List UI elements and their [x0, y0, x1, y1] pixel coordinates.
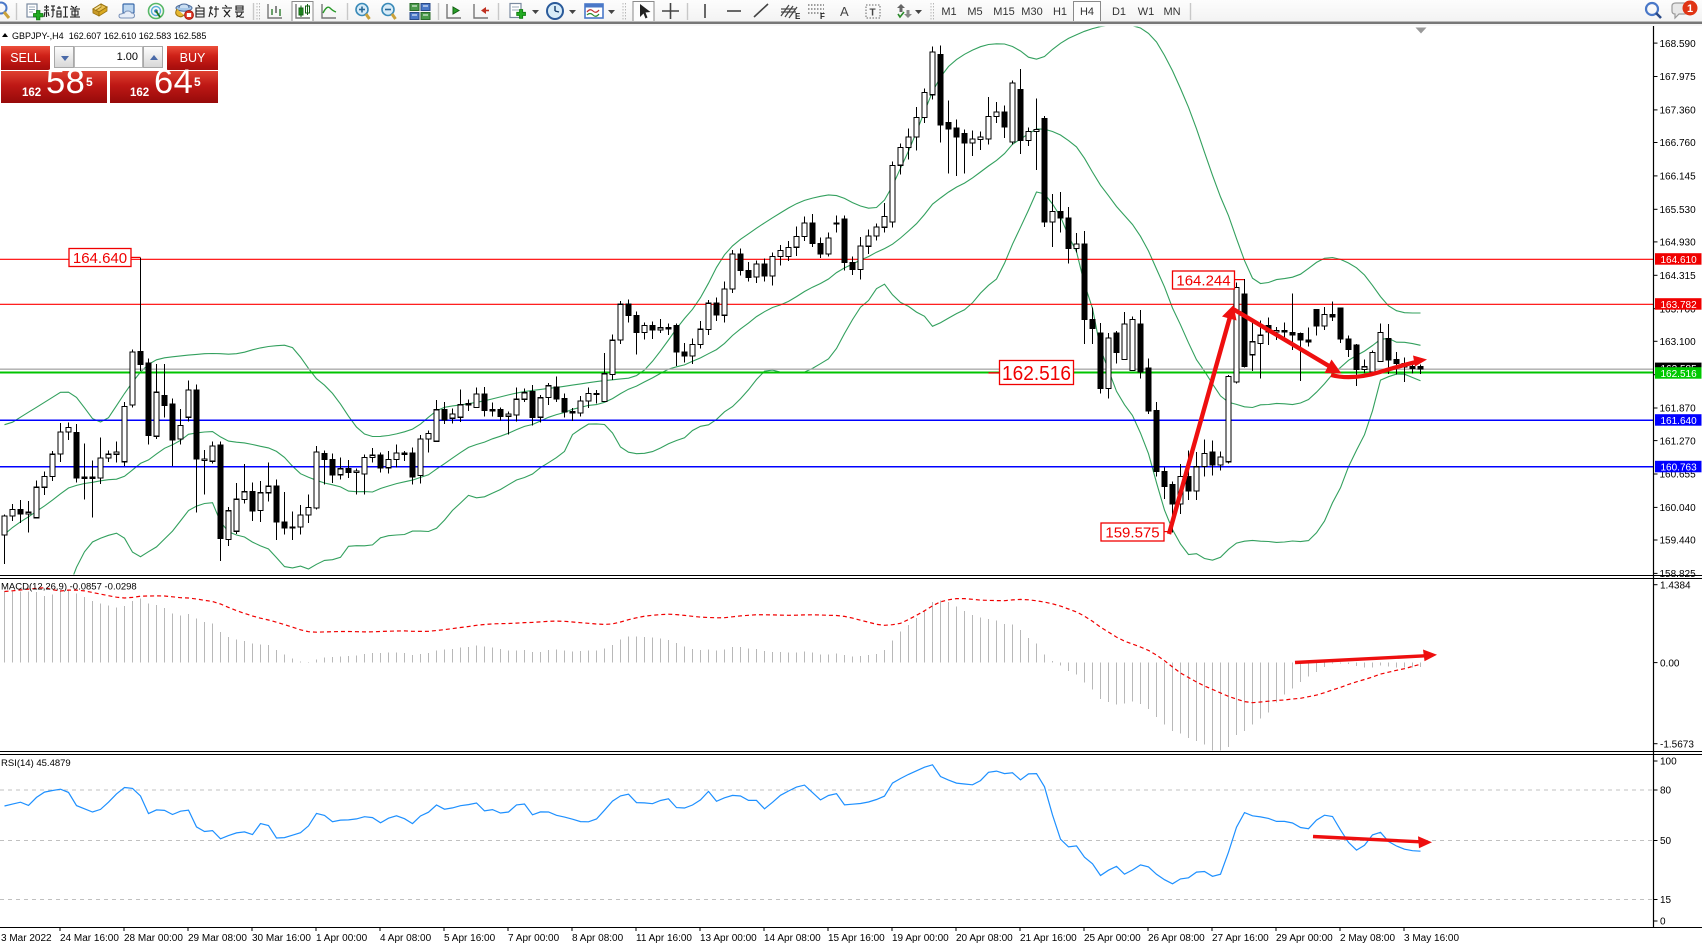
svg-text:80: 80 [1660, 786, 1672, 797]
svg-text:161.270: 161.270 [1660, 436, 1697, 447]
svg-text:27 Apr 16:00: 27 Apr 16:00 [1212, 933, 1269, 944]
svg-text:MN: MN [1163, 6, 1180, 18]
svg-text:164.244: 164.244 [1176, 272, 1230, 289]
svg-text:159.440: 159.440 [1660, 536, 1697, 547]
svg-text:28 Mar 00:00: 28 Mar 00:00 [124, 933, 183, 944]
svg-text:0: 0 [1660, 917, 1666, 928]
svg-text:3 May 16:00: 3 May 16:00 [1404, 933, 1459, 944]
svg-text:7 Apr 00:00: 7 Apr 00:00 [508, 933, 560, 944]
svg-text:15: 15 [1660, 895, 1672, 906]
svg-text:F: F [820, 12, 825, 21]
svg-text:1.4384: 1.4384 [1660, 580, 1691, 591]
svg-text:RSI(14) 45.4879: RSI(14) 45.4879 [1, 758, 71, 769]
svg-text:-1.5673: -1.5673 [1660, 739, 1694, 750]
svg-text:M30: M30 [1021, 6, 1042, 18]
svg-text:50: 50 [1660, 836, 1672, 847]
svg-text:164.610: 164.610 [1661, 255, 1698, 266]
svg-text:4 Apr 08:00: 4 Apr 08:00 [380, 933, 432, 944]
svg-text:3 Mar 2022: 3 Mar 2022 [1, 933, 52, 944]
svg-text:163.700: 163.700 [1660, 304, 1697, 315]
svg-text:H1: H1 [1053, 6, 1067, 18]
svg-text:19 Apr 00:00: 19 Apr 00:00 [892, 933, 949, 944]
svg-text:H4: H4 [1080, 6, 1094, 18]
svg-text:20 Apr 08:00: 20 Apr 08:00 [956, 933, 1013, 944]
svg-text:159.575: 159.575 [1105, 524, 1159, 541]
svg-text:30 Mar 16:00: 30 Mar 16:00 [252, 933, 311, 944]
svg-text:167.975: 167.975 [1660, 72, 1697, 83]
svg-text:D1: D1 [1112, 6, 1126, 18]
svg-text:164.930: 164.930 [1660, 238, 1697, 249]
svg-text:161.870: 161.870 [1660, 404, 1697, 415]
svg-text:E: E [795, 12, 801, 21]
svg-text:14 Apr 08:00: 14 Apr 08:00 [764, 933, 821, 944]
svg-text:11 Apr 16:00: 11 Apr 16:00 [636, 933, 692, 944]
svg-text:160.763: 160.763 [1661, 462, 1698, 473]
svg-text:162.516: 162.516 [1002, 362, 1071, 385]
svg-text:26 Apr 08:00: 26 Apr 08:00 [1148, 933, 1205, 944]
svg-text:M15: M15 [993, 6, 1014, 18]
svg-text:167.360: 167.360 [1660, 106, 1697, 117]
svg-text:163.100: 163.100 [1660, 337, 1697, 348]
svg-text:164.315: 164.315 [1660, 271, 1697, 282]
svg-text:160.655: 160.655 [1660, 470, 1697, 481]
svg-text:T: T [870, 8, 876, 19]
svg-text:166.760: 166.760 [1660, 138, 1697, 149]
svg-text:1 Apr 00:00: 1 Apr 00:00 [316, 933, 368, 944]
svg-text:160.040: 160.040 [1660, 503, 1697, 514]
svg-text:29 Mar 08:00: 29 Mar 08:00 [188, 933, 247, 944]
svg-text:1: 1 [1687, 3, 1693, 15]
svg-text:13 Apr 00:00: 13 Apr 00:00 [700, 933, 757, 944]
svg-text:166.145: 166.145 [1660, 172, 1697, 183]
svg-text:M1: M1 [941, 6, 956, 18]
svg-text:2 May 08:00: 2 May 08:00 [1340, 933, 1395, 944]
svg-text:161.640: 161.640 [1661, 416, 1698, 427]
svg-text:8 Apr 08:00: 8 Apr 08:00 [572, 933, 624, 944]
svg-text:165.530: 165.530 [1660, 205, 1697, 216]
svg-text:168.590: 168.590 [1660, 39, 1697, 50]
svg-text:MACD(12,26,9) -0.0857 -0.0298: MACD(12,26,9) -0.0857 -0.0298 [1, 582, 137, 593]
svg-text:W1: W1 [1138, 6, 1155, 18]
svg-text:24 Mar 16:00: 24 Mar 16:00 [60, 933, 119, 944]
svg-text:21 Apr 16:00: 21 Apr 16:00 [1020, 933, 1077, 944]
svg-text:29 Apr 00:00: 29 Apr 00:00 [1276, 933, 1333, 944]
svg-text:162.516: 162.516 [1661, 369, 1698, 380]
svg-text:5 Apr 16:00: 5 Apr 16:00 [444, 933, 496, 944]
svg-text:25 Apr 00:00: 25 Apr 00:00 [1084, 933, 1141, 944]
svg-text:100: 100 [1660, 757, 1677, 768]
svg-text:0.00: 0.00 [1660, 658, 1680, 669]
svg-text:A: A [840, 4, 849, 19]
svg-text:158.825: 158.825 [1660, 569, 1697, 580]
svg-text:15 Apr 16:00: 15 Apr 16:00 [828, 933, 885, 944]
svg-text:163.782: 163.782 [1661, 300, 1698, 311]
svg-text:164.640: 164.640 [73, 250, 127, 267]
svg-text:M5: M5 [967, 6, 982, 18]
